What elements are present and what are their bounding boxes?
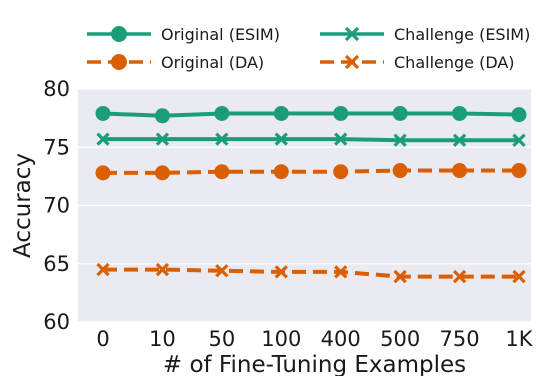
data-point [452,133,467,147]
data-point [274,132,288,146]
series-line [95,163,527,181]
legend-label: Challenge (DA) [394,53,515,72]
x-tick-label: 100 [261,327,301,351]
data-point [344,26,360,42]
grid-lines [78,88,531,323]
data-point [155,262,170,277]
data-point [333,105,349,121]
data-point [274,265,288,279]
series-path [102,111,520,118]
data-point [392,105,408,121]
data-point [273,164,289,180]
data-point [334,132,348,146]
series-line [96,132,526,147]
series-line [96,262,526,284]
series-line [95,105,527,124]
series-layer [95,105,527,284]
data-point [96,262,110,277]
data-point [452,163,468,179]
data-point [215,264,229,278]
legend-item: Original (DA) [87,53,264,72]
data-point [214,105,230,121]
legend-item: Original (ESIM) [87,25,280,44]
data-point [333,164,349,180]
x-tick-label: 10 [149,327,176,351]
data-point [96,132,110,146]
x-tick-label: 400 [321,327,361,351]
y-axis-label: Accuracy [10,153,36,258]
x-tick-label: 750 [440,327,480,351]
legend: Original (ESIM) Challenge (ESIM) Original … [87,25,530,72]
data-point [111,26,127,42]
y-tick-labels: 60 65 70 75 80 [43,77,70,334]
y-tick-label: 75 [43,135,70,159]
y-tick-label: 80 [43,77,70,101]
data-point [344,54,360,70]
data-point [511,107,527,123]
data-point [215,132,229,146]
data-point [511,163,527,179]
data-point [111,54,127,70]
data-point [95,105,111,121]
x-tick-label: 500 [380,327,420,351]
x-tick-label: 0 [96,327,109,351]
series-path [103,168,519,175]
data-point [155,132,170,146]
data-point [393,133,407,147]
data-point [154,108,170,124]
legend-label: Challenge (ESIM) [394,25,530,44]
legend-label: Original (ESIM) [161,25,280,44]
y-tick-label: 60 [43,310,70,334]
data-point [334,265,348,279]
x-tick-labels: 0 10 50 100 400 500 750 1K [96,327,533,351]
x-tick-label: 1K [505,327,533,351]
legend-item: Challenge (ESIM) [320,25,530,44]
series-path [103,137,519,143]
data-point [452,269,467,284]
data-point [392,163,408,179]
y-tick-label: 65 [43,252,70,276]
series-path [103,267,519,279]
data-point [214,164,230,180]
x-axis-label: # of Fine-Tuning Examples [163,352,466,376]
data-point [452,105,468,121]
y-tick-label: 70 [43,194,70,218]
legend-item: Challenge (DA) [320,53,515,72]
legend-label: Original (DA) [161,53,264,72]
data-point [512,133,526,147]
data-point [393,269,407,284]
data-point [512,269,526,284]
data-point [154,165,170,181]
data-point [95,165,111,181]
x-tick-label: 50 [208,327,235,351]
data-point [273,105,289,121]
